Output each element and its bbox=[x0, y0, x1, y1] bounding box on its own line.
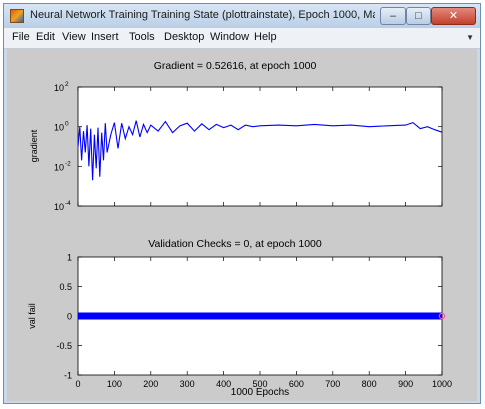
gradient-ytick-exponent: -4 bbox=[65, 200, 71, 207]
validation-xlabel: 1000 Epochs bbox=[231, 387, 289, 398]
maximize-icon: □ bbox=[415, 10, 422, 22]
validation-y-ticks: 1 0.5 0 -0.5 -1 bbox=[56, 253, 442, 381]
minimize-button[interactable]: – bbox=[380, 7, 406, 25]
menu-bar: File Edit View Insert Tools Desktop Wind… bbox=[4, 28, 480, 49]
gradient-ytick-exponent: 0 bbox=[65, 121, 69, 128]
gradient-ylabel: gradient bbox=[29, 129, 39, 162]
figure-canvas: Gradient = 0.52616, at epoch 1000 10 2 10 0… bbox=[7, 49, 477, 401]
gradient-ytick-label: 10 bbox=[54, 83, 64, 93]
validation-ytick-label: 0 bbox=[67, 312, 72, 322]
validation-x-ticks: 0 100 200 300 400 500 600 700 800 900 1000 bbox=[75, 257, 452, 389]
validation-series-markers bbox=[78, 312, 442, 320]
menu-desktop[interactable]: Desktop bbox=[164, 31, 205, 43]
gradient-ytick-label: 10 bbox=[54, 202, 64, 212]
title-bar[interactable]: Neural Network Training Training State (… bbox=[4, 4, 480, 28]
menu-tools[interactable]: Tools bbox=[129, 31, 155, 43]
figure-window: Neural Network Training Training State (… bbox=[3, 3, 481, 404]
validation-ytick-label: 0.5 bbox=[59, 282, 72, 292]
maximize-button[interactable]: □ bbox=[406, 7, 431, 25]
gradient-title: Gradient = 0.52616, at epoch 1000 bbox=[154, 60, 317, 72]
validation-xtick-label: 0 bbox=[75, 379, 80, 389]
gradient-ytick-exponent: 2 bbox=[65, 81, 69, 88]
menu-edit[interactable]: Edit bbox=[36, 31, 55, 43]
close-icon: ✕ bbox=[448, 10, 459, 22]
toolbar-toggle-arrow-icon[interactable]: ▼ bbox=[466, 33, 474, 42]
validation-end-marker bbox=[438, 312, 446, 320]
gradient-x-ticks bbox=[77, 87, 443, 206]
window-title: Neural Network Training Training State (… bbox=[30, 9, 375, 21]
matlab-icon bbox=[10, 9, 24, 23]
menu-window[interactable]: Window bbox=[210, 31, 250, 43]
gradient-axes bbox=[77, 86, 443, 207]
minimize-icon: – bbox=[389, 10, 397, 22]
validation-ytick-label: -0.5 bbox=[56, 341, 72, 351]
menu-view[interactable]: View bbox=[62, 31, 86, 43]
validation-xtick-label: 100 bbox=[107, 379, 122, 389]
validation-xtick-label: 800 bbox=[362, 379, 377, 389]
menu-insert[interactable]: Insert bbox=[91, 31, 119, 43]
validation-xtick-label: 700 bbox=[325, 379, 340, 389]
validation-xtick-label: 200 bbox=[143, 379, 158, 389]
menu-file[interactable]: File bbox=[12, 31, 30, 43]
menu-help[interactable]: Help bbox=[254, 31, 277, 43]
validation-xtick-label: 500 bbox=[252, 379, 267, 389]
gradient-ytick-label: 10 bbox=[54, 123, 64, 133]
gradient-ytick-exponent: -2 bbox=[65, 160, 71, 167]
validation-xtick-label: 1000 bbox=[432, 379, 452, 389]
validation-xtick-label: 600 bbox=[289, 379, 304, 389]
gradient-series-line bbox=[77, 120, 443, 181]
validation-ytick-label: -1 bbox=[64, 371, 72, 381]
validation-xtick-label: 900 bbox=[398, 379, 413, 389]
validation-xtick-label: 300 bbox=[180, 379, 195, 389]
validation-title: Validation Checks = 0, at epoch 1000 bbox=[148, 238, 322, 250]
gradient-ytick-label: 10 bbox=[54, 162, 64, 172]
validation-ytick-label: 1 bbox=[67, 253, 72, 263]
close-button[interactable]: ✕ bbox=[431, 7, 476, 25]
validation-ylabel: val fail bbox=[27, 303, 37, 329]
validation-xtick-label: 400 bbox=[216, 379, 231, 389]
